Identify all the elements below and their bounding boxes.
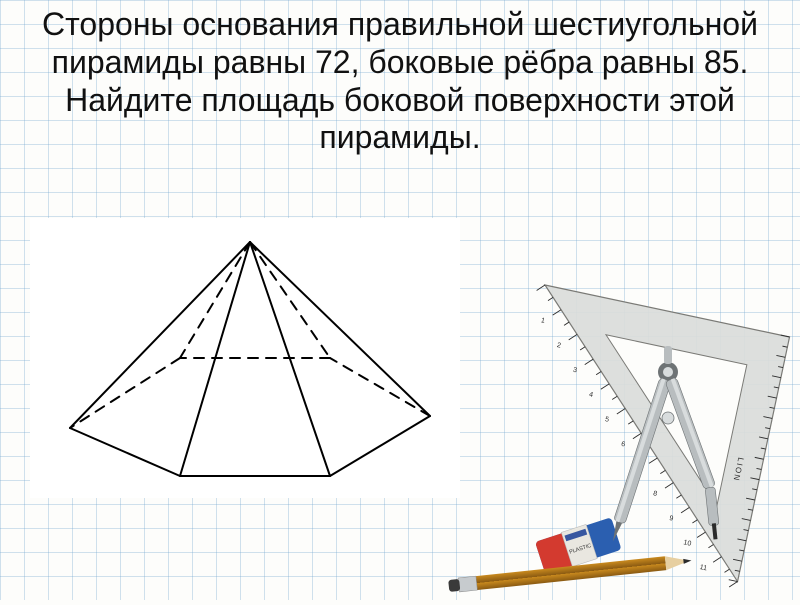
svg-text:4: 4	[588, 391, 593, 399]
set-square: 1234567891011LION	[485, 284, 790, 589]
svg-text:6: 6	[620, 441, 625, 449]
pyramid-figure	[30, 218, 460, 498]
svg-text:2: 2	[556, 342, 561, 350]
svg-text:1: 1	[540, 317, 545, 325]
svg-text:5: 5	[604, 416, 609, 424]
svg-text:11: 11	[699, 564, 708, 572]
svg-text:9: 9	[669, 515, 674, 523]
drafting-tools: 1234567891011LIONPLASTIC	[440, 240, 800, 600]
svg-text:3: 3	[572, 367, 577, 375]
svg-text:8: 8	[653, 490, 658, 498]
svg-text:10: 10	[683, 539, 692, 547]
problem-statement: Стороны основания правильной шестиугольн…	[20, 6, 780, 157]
